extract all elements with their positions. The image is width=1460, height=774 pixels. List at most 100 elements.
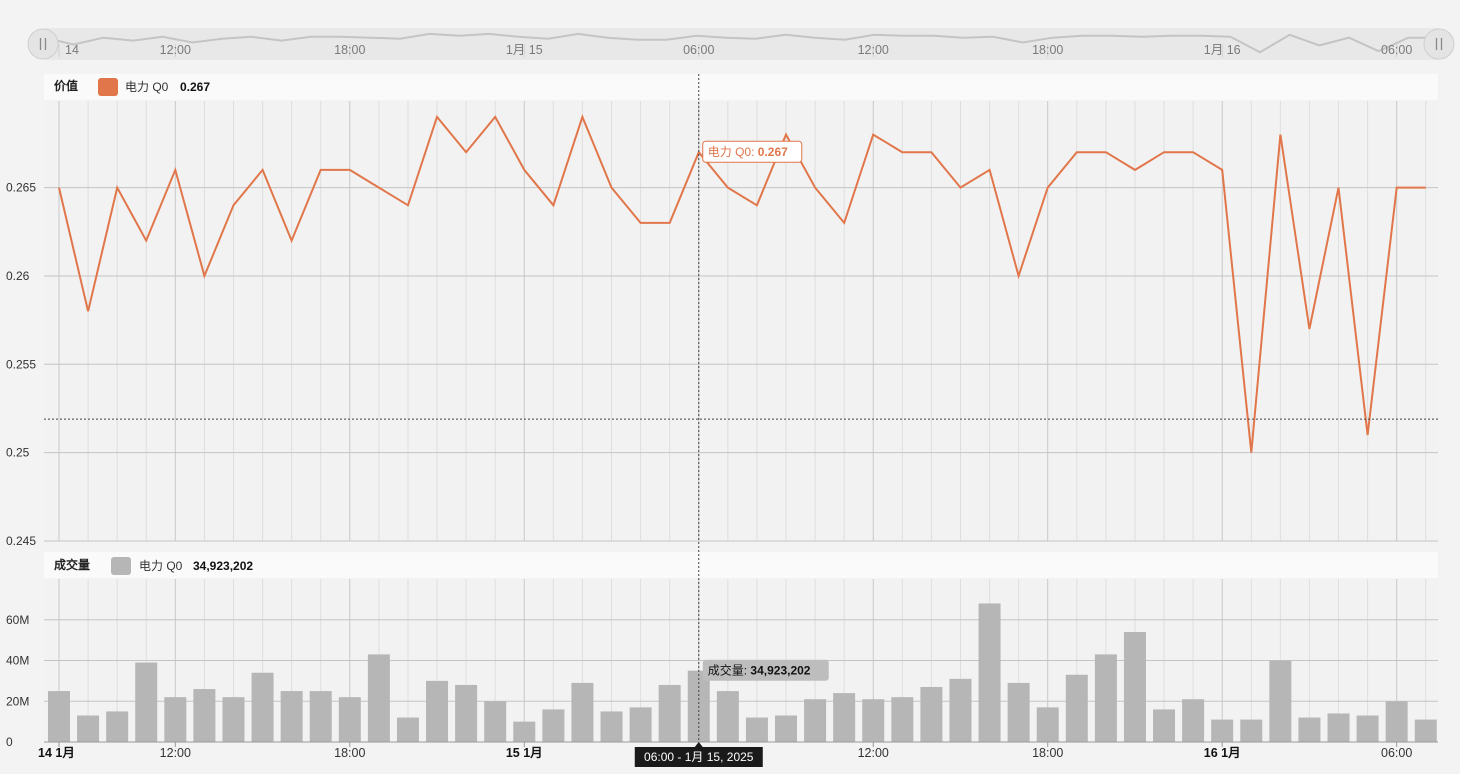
volume-bar[interactable] [1065,674,1088,742]
volume-bar[interactable] [1298,717,1321,742]
price-data-point[interactable] [1133,168,1137,172]
price-data-point[interactable] [57,186,61,190]
volume-bar[interactable] [455,684,478,742]
volume-bar[interactable] [48,691,70,742]
price-data-point[interactable] [522,168,526,172]
volume-bar[interactable] [775,715,797,742]
price-data-point[interactable] [1278,133,1282,137]
volume-bar[interactable] [571,682,594,742]
volume-bar[interactable] [1211,719,1234,742]
price-data-point[interactable] [988,168,992,172]
price-data-point[interactable] [551,203,555,207]
price-data-point[interactable] [377,186,381,190]
price-data-point[interactable] [580,115,584,119]
volume-bar[interactable] [891,697,914,742]
price-data-point[interactable] [755,203,759,207]
volume-bar[interactable] [222,697,245,742]
volume-bar[interactable] [426,680,449,742]
volume-bar[interactable] [1007,682,1030,742]
volume-bar[interactable] [629,707,652,742]
volume-panel[interactable]: 成交量 电力 Q0 34,923,202 0 20M 40M 60M 14 1月 12:00 18… [6,552,1438,760]
volume-bar[interactable] [920,686,943,742]
price-data-point[interactable] [231,203,235,207]
price-data-point[interactable] [1046,186,1050,190]
volume-bar[interactable] [1182,699,1205,742]
price-data-point[interactable] [1075,150,1079,154]
price-data-point[interactable] [202,274,206,278]
price-data-point[interactable] [115,186,119,190]
price-data-point[interactable] [1424,186,1428,190]
volume-bar[interactable] [1269,660,1292,743]
volume-bar[interactable] [338,697,361,742]
volume-bar[interactable] [1094,654,1117,742]
navigator-handle-knob[interactable] [27,28,59,60]
volume-bar[interactable] [978,603,1001,742]
price-data-point[interactable] [1162,150,1166,154]
price-data-point[interactable] [1337,186,1341,190]
price-data-point[interactable] [144,239,148,243]
price-data-point[interactable] [406,203,410,207]
price-panel[interactable]: 价值 电力 Q0 0.267 0.245 0.25 0.255 0.26 0.265 [6,74,1438,548]
volume-bar[interactable] [396,717,419,742]
volume-bar[interactable] [716,691,739,742]
volume-bar[interactable] [745,717,768,742]
price-data-point[interactable] [173,168,177,172]
volume-bar[interactable] [309,691,332,742]
volume-bar[interactable] [658,684,681,742]
volume-bar[interactable] [804,699,827,742]
price-data-point[interactable] [319,168,323,172]
volume-bar[interactable] [1327,713,1350,742]
navigator-handle-knob[interactable] [1423,28,1455,60]
price-data-point[interactable] [1017,274,1021,278]
price-data-point[interactable] [842,221,846,225]
price-data-point[interactable] [1307,327,1311,331]
volume-bar[interactable] [542,709,565,742]
volume-bar[interactable] [949,678,972,742]
price-data-point[interactable] [871,133,875,137]
price-data-point[interactable] [784,133,788,137]
volume-bar[interactable] [1414,719,1437,742]
volume-bar[interactable] [106,711,129,742]
price-data-point[interactable] [1249,451,1253,455]
price-series-line[interactable] [58,114,1426,453]
price-data-point[interactable] [261,168,265,172]
price-data-point[interactable] [348,168,352,172]
price-data-point[interactable] [1104,150,1108,154]
price-data-point[interactable] [493,115,497,119]
price-data-point[interactable] [610,186,614,190]
navigator-background[interactable] [44,28,1438,60]
price-data-point[interactable] [813,186,817,190]
volume-bar[interactable] [193,689,216,742]
volume-bar[interactable] [484,701,507,742]
volume-bar[interactable] [862,699,885,742]
volume-bar[interactable] [1036,707,1059,742]
volume-bar[interactable] [280,691,303,742]
navigator[interactable]: 14 12:00 18:00 1月 15 06:00 12:00 18:00 1月 16 06:… [27,28,1455,60]
volume-bar[interactable] [833,693,856,742]
volume-bar[interactable] [600,711,623,742]
navigator-handle-left[interactable] [27,28,59,60]
price-data-point[interactable] [958,186,962,190]
price-data-point[interactable] [668,221,672,225]
volume-bar[interactable] [1240,719,1263,742]
volume-bar[interactable] [513,721,536,742]
volume-bar[interactable] [1153,709,1176,742]
price-data-point[interactable] [1220,168,1224,172]
price-data-point[interactable] [900,150,904,154]
price-data-point[interactable] [1191,150,1195,154]
volume-bar[interactable] [164,697,187,742]
price-data-point[interactable] [464,150,468,154]
volume-bar[interactable] [251,672,274,742]
volume-bar[interactable] [1356,715,1379,742]
price-data-point[interactable] [929,150,933,154]
price-data-point[interactable] [639,221,643,225]
volume-bar[interactable] [77,715,100,742]
price-data-point[interactable] [1395,186,1399,190]
price-data-point[interactable] [435,115,439,119]
volume-bar[interactable] [135,662,158,742]
price-data-point[interactable] [86,309,90,313]
price-data-point[interactable] [726,186,730,190]
price-data-point[interactable] [1366,433,1370,437]
